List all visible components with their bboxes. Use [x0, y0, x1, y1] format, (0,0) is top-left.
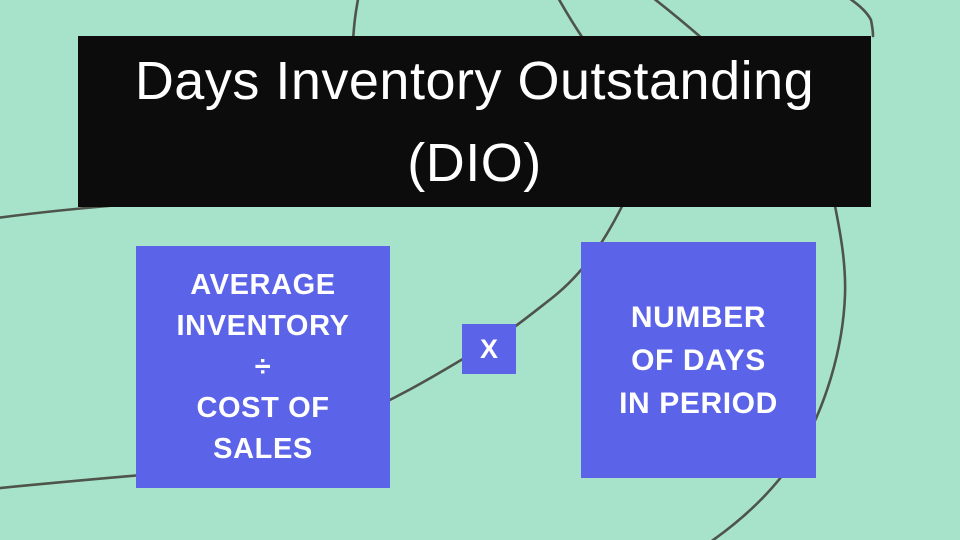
multiply-symbol: X — [479, 333, 498, 364]
multiplier-line-1: NUMBER — [630, 300, 767, 334]
curve-right-arc — [710, 194, 847, 540]
multiplier-box: NUMBER OF DAYS IN PERIOD — [581, 242, 816, 478]
multiplier-line-2: OF DAYS — [631, 343, 766, 377]
curve-top-right-fragment — [849, 0, 875, 38]
curve-top-diagonal-2 — [653, 0, 706, 42]
numerator-box: AVERAGE INVENTORY ÷ COST OF SALES — [136, 246, 390, 488]
multiply-operator-box: X — [462, 324, 516, 374]
multiplier-line-3: IN PERIOD — [619, 386, 778, 420]
numerator-line-2: INVENTORY — [176, 309, 350, 342]
divide-symbol: ÷ — [254, 350, 272, 383]
numerator-line-1: AVERAGE — [190, 268, 336, 301]
denominator-line-1: COST OF — [196, 391, 330, 424]
title-banner: Days Inventory Outstanding (DIO) — [78, 36, 871, 207]
page-title-line-2: (DIO) — [407, 132, 542, 193]
curve-top-diagonal-1 — [557, 0, 586, 42]
page-title-line-1: Days Inventory Outstanding — [134, 50, 815, 111]
denominator-line-2: SALES — [213, 432, 313, 465]
